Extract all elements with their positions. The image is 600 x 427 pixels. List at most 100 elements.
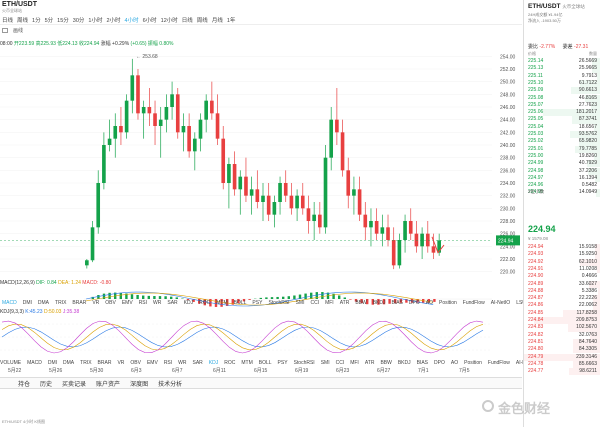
- indicator-tab-lower-trix[interactable]: TRIX: [80, 360, 92, 366]
- bid-row[interactable]: 224.79 239.3146: [524, 353, 600, 361]
- indicator-tab-lower-brar[interactable]: BRAR: [97, 360, 112, 366]
- indicator-tab-lower-bias[interactable]: BIAS: [416, 360, 429, 366]
- ask-row[interactable]: 225.06 181.2017: [524, 109, 600, 117]
- interval-3[interactable]: 5分: [44, 17, 54, 24]
- interval-12[interactable]: 周线: [196, 17, 208, 24]
- bid-row[interactable]: 224.81 84.7640: [524, 338, 600, 347]
- ask-row[interactable]: 225.08 46.8165: [524, 94, 600, 102]
- bid-row[interactable]: 224.85 117.8258: [524, 309, 600, 317]
- interval-13[interactable]: 月线: [211, 17, 223, 24]
- bid-row[interactable]: 224.88 5.3386: [524, 287, 600, 296]
- ask-row[interactable]: 225.03 93.5762: [524, 131, 600, 139]
- bid-row[interactable]: 224.84 209.8753: [524, 317, 600, 325]
- indicator-tab-upper-sar[interactable]: SAR: [167, 300, 178, 306]
- indicator-tab-upper-emv[interactable]: EMV: [121, 300, 133, 306]
- indicator-tab-lower-dmi[interactable]: DMI: [47, 360, 58, 366]
- candlestick-chart[interactable]: 254.00 252.00 250.00 248.00 246.00 244.00 242.…: [0, 48, 522, 280]
- interval-11[interactable]: 日线: [181, 17, 193, 24]
- interval-1[interactable]: 周线: [17, 17, 29, 24]
- indicator-tab-lower-wr[interactable]: WR: [178, 360, 187, 366]
- indicator-tab-upper-obv[interactable]: OBV: [105, 300, 116, 306]
- ask-row[interactable]: 225.11 9.7913: [524, 72, 600, 80]
- indicator-tab-lower-atr[interactable]: ATR: [364, 360, 375, 366]
- indicator-tab-upper-fundflow[interactable]: FundFlow: [462, 300, 485, 306]
- indicator-tab-upper-ai-netio[interactable]: AI-NetIO: [490, 300, 511, 306]
- bid-row[interactable]: 224.86 22.0062: [524, 302, 600, 310]
- indicator-tab-upper-brar[interactable]: BRAR: [72, 300, 87, 306]
- indicator-tab-lower-sar[interactable]: SAR: [192, 360, 203, 366]
- interval-5[interactable]: 30分: [72, 17, 85, 24]
- interval-0[interactable]: 日线: [2, 17, 14, 24]
- indicator-tab-upper-lsur[interactable]: LSUR: [516, 300, 529, 308]
- indicator-tab-lower-obv[interactable]: OBV: [130, 360, 141, 366]
- bid-row[interactable]: 224.78 85.6663: [524, 360, 600, 369]
- indicator-tab-upper-smi[interactable]: SMI: [295, 300, 305, 306]
- interval-9[interactable]: 6小时: [142, 17, 157, 24]
- indicator-tab-upper-roc[interactable]: ROC: [199, 300, 211, 306]
- indicator-tab-lower-stochrsi[interactable]: StochRSI: [293, 360, 315, 366]
- indicator-tab-lower-mfi[interactable]: MFI: [350, 360, 359, 366]
- interval-2[interactable]: 1分: [32, 17, 41, 24]
- indicator-tab-upper-bbw[interactable]: BBW: [355, 300, 367, 306]
- indicator-tab-lower-dma[interactable]: DMA: [63, 360, 75, 366]
- bid-row[interactable]: 224.90 0.4666: [524, 273, 600, 281]
- bid-row[interactable]: 224.93 15.9250: [524, 251, 600, 259]
- ask-row[interactable]: 225.04 18.6567: [524, 123, 600, 131]
- interval-4[interactable]: 15分: [57, 17, 69, 24]
- interval-6[interactable]: 1小时: [88, 17, 103, 24]
- indicator-tab-lower-mtm[interactable]: MTM: [241, 360, 253, 366]
- ask-row[interactable]: 225.14 26.5669: [524, 58, 600, 66]
- ask-row[interactable]: 225.05 87.3741: [524, 116, 600, 124]
- indicator-tab-upper-kdj[interactable]: KDJ: [183, 300, 194, 306]
- ask-row[interactable]: 224.95 14.0949: [524, 189, 600, 197]
- ask-row[interactable]: 225.13 25.9665: [524, 65, 600, 73]
- indicator-tab-upper-rsi[interactable]: RSI: [138, 300, 148, 306]
- indicator-tab-upper-mtm[interactable]: MTM: [216, 300, 228, 306]
- indicator-tab-lower-bkdj[interactable]: BKDJ: [397, 360, 411, 366]
- ask-row[interactable]: 225.07 27.7623: [524, 101, 600, 110]
- indicator-tab-lower-psy[interactable]: PSY: [277, 360, 288, 366]
- indicator-tab-lower-bbw[interactable]: BBW: [380, 360, 392, 366]
- bid-row[interactable]: 224.83 102.5670: [524, 324, 600, 332]
- draw-tools-button[interactable]: 画线: [13, 28, 24, 34]
- bid-row[interactable]: 224.89 33.6027: [524, 280, 600, 288]
- ask-row[interactable]: 225.09 90.6613: [524, 87, 600, 95]
- bid-row[interactable]: 224.82 32.0763: [524, 331, 600, 339]
- indicator-tab-upper-cci[interactable]: CCI: [310, 300, 320, 306]
- ask-row[interactable]: 224.98 37.2206: [524, 167, 600, 175]
- indicator-tab-lower-smi[interactable]: SMI: [320, 360, 330, 366]
- ask-row[interactable]: 224.97 16.1394: [524, 174, 600, 183]
- indicator-tab-upper-wr[interactable]: WR: [153, 300, 162, 306]
- indicator-tab-upper-boll[interactable]: BOLL: [233, 300, 247, 306]
- ask-row[interactable]: 225.02 65.9820: [524, 138, 600, 146]
- indicator-tab-upper-dmi[interactable]: DMI: [22, 300, 32, 306]
- indicator-tab-upper-atr[interactable]: ATR: [339, 300, 350, 306]
- indicator-tab-upper-position[interactable]: Position: [438, 300, 457, 306]
- indicator-tab-upper-psy[interactable]: PSY: [252, 300, 263, 306]
- bid-row[interactable]: 224.80 84.3305: [524, 346, 600, 354]
- bottom-tab-2[interactable]: 买卖记录: [62, 381, 87, 388]
- bottom-tab-0[interactable]: 持仓: [18, 381, 31, 388]
- indicator-tab-lower-macd[interactable]: MACD: [27, 360, 42, 366]
- indicator-tab-lower-cci[interactable]: CCI: [335, 360, 345, 366]
- ask-row[interactable]: 225.00 19.8260: [524, 152, 600, 161]
- bid-row[interactable]: 224.87 22.2226: [524, 295, 600, 303]
- indicator-tab-upper-macd[interactable]: MACD: [2, 300, 17, 306]
- indicator-tab-lower-rsi[interactable]: RSI: [163, 360, 173, 366]
- bid-row[interactable]: 224.91 11.0208: [524, 265, 600, 274]
- indicator-tab-lower-emv[interactable]: EMV: [146, 360, 158, 366]
- bid-row[interactable]: 224.94 15.9158: [524, 244, 600, 252]
- indicator-tab-upper-bkdj[interactable]: BKDJ: [372, 300, 386, 306]
- indicator-tab-lower-ao[interactable]: AO: [450, 360, 459, 366]
- indicator-tab-lower-fundflow[interactable]: FundFlow: [487, 360, 510, 366]
- indicator-tab-upper-stochrsi[interactable]: StochRSI: [268, 300, 290, 306]
- bottom-tab-3[interactable]: 账户资产: [96, 381, 121, 388]
- interval-14[interactable]: 1年: [226, 17, 236, 24]
- indicator-tab-lower-position[interactable]: Position: [464, 360, 482, 366]
- indicator-tab-lower-boll[interactable]: BOLL: [258, 360, 272, 366]
- interval-10[interactable]: 12小时: [160, 17, 178, 24]
- indicator-tab-upper-mfi[interactable]: MFI: [325, 300, 334, 306]
- ask-row[interactable]: 224.99 40.7929: [524, 160, 600, 168]
- indicator-tab-upper-dpo[interactable]: DPO: [408, 300, 420, 306]
- indicator-tab-upper-dma[interactable]: DMA: [37, 300, 50, 306]
